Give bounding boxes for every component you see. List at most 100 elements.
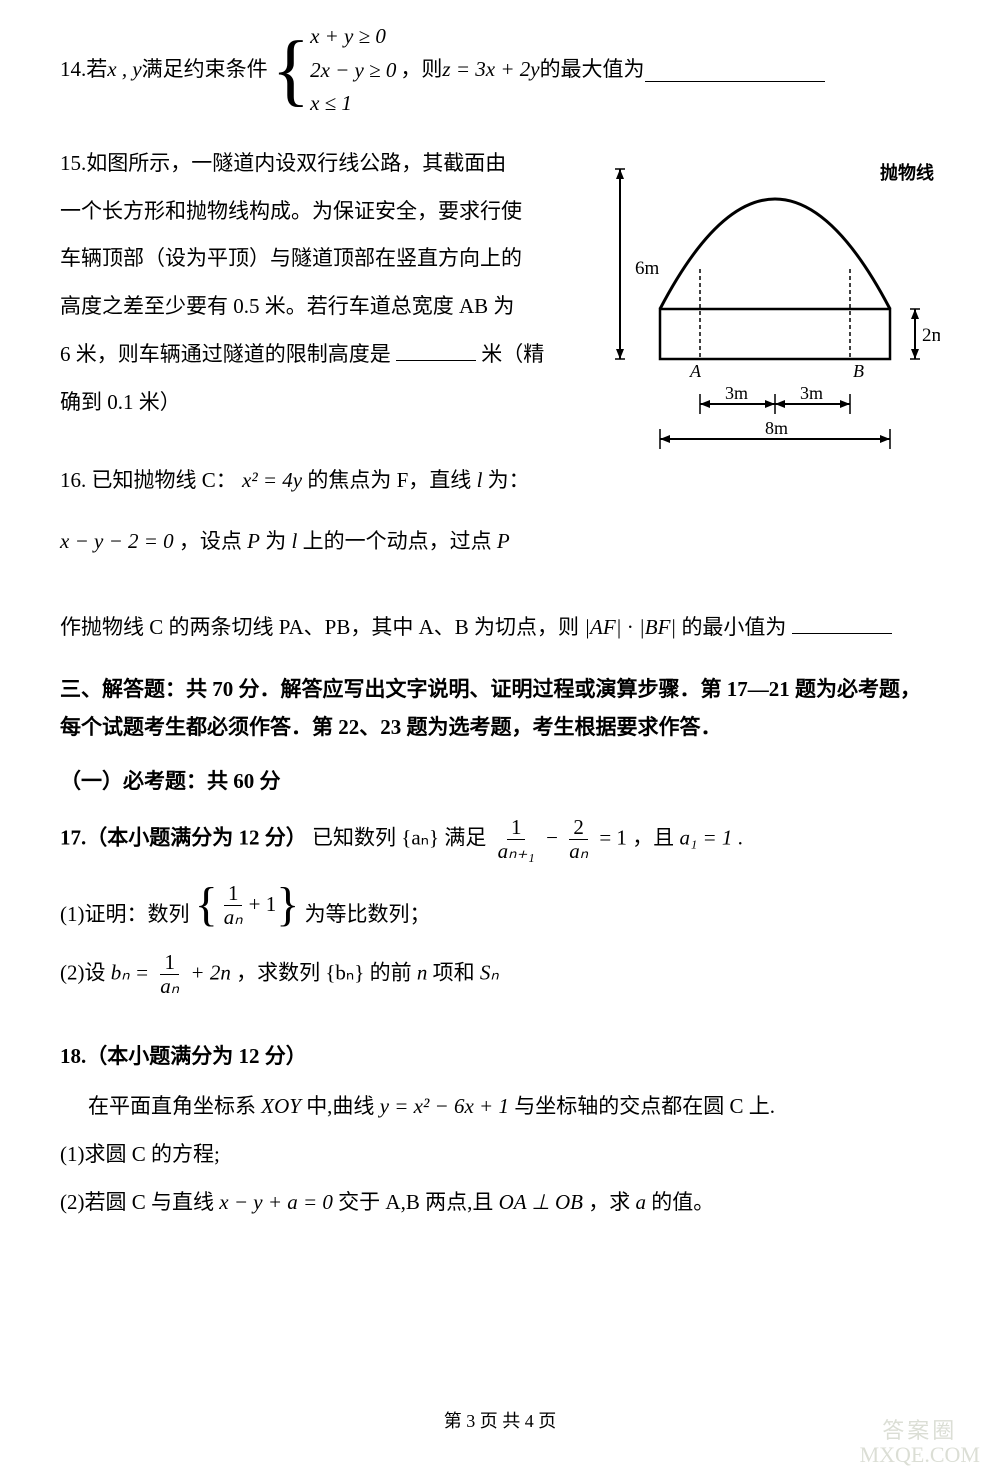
question-16-part2: 作抛物线 C 的两条切线 PA、PB，其中 A、B 为切点，则 |AF| · |… — [60, 609, 940, 647]
q17-frac1: 1 aₙ₊₁ — [494, 816, 539, 863]
q14-vars: x , y — [107, 51, 141, 89]
q14-sys3: x ≤ 1 — [310, 87, 396, 121]
q18-xoy: XOY — [261, 1094, 301, 1118]
question-17: 17.（本小题满分为 12 分） 已知数列 {aₙ} 满足 1 aₙ₊₁ − 2… — [60, 816, 940, 998]
question-15: 15.如图所示，一隧道内设双行线公路，其截面由 一个长方形和抛物线构成。为保证安… — [60, 145, 570, 585]
q16-l1: 16. 已知抛物线 C： x² = 4y 的焦点为 F，直线 l 为： — [60, 462, 570, 500]
label-6m: 6m — [635, 258, 660, 279]
q15-l1: 15.如图所示，一隧道内设双行线公路，其截面由 — [60, 145, 570, 183]
q16-l2c: 为 — [265, 529, 291, 553]
q14-system: { x + y ≥ 0 2x − y ≥ 0 x ≤ 1 — [272, 20, 397, 121]
right-curly-icon: } — [276, 888, 299, 922]
question-18: 18.（本小题满分为 12 分） 在平面直角坐标系 XOY 中,曲线 y = x… — [60, 1038, 940, 1221]
f2-num: 2 — [569, 816, 588, 840]
q17-and: ，且 — [632, 826, 679, 850]
q18-a: a — [636, 1190, 647, 1214]
q15-l6: 确到 0.1 米） — [60, 384, 570, 422]
q14-sys1: x + y ≥ 0 — [310, 20, 396, 54]
q16-dot: · — [627, 615, 634, 639]
q17-Sn: Sₙ — [480, 961, 499, 985]
q17-p2a: (2)设 — [60, 961, 111, 985]
q18-p2: (2)若圆 C 与直线 x − y + a = 0 交于 A,B 两点,且 OA… — [60, 1184, 940, 1222]
q17-end: . — [738, 826, 743, 850]
q15-l3: 车辆顶部（设为平顶）与隧道顶部在竖直方向上的 — [60, 240, 570, 278]
label-8m: 8m — [765, 418, 788, 438]
q17-p1: (1)证明：数列 { 1 aₙ + 1 } 为等比数列； — [60, 882, 940, 934]
q17-minus: − — [546, 826, 563, 850]
label-3m-a: 3m — [725, 383, 748, 403]
label-3m-b: 3m — [800, 383, 823, 403]
bn-den: aₙ — [156, 975, 183, 998]
question-16-part1: 16. 已知抛物线 C： x² = 4y 的焦点为 F，直线 l 为： x − … — [60, 462, 570, 562]
tunnel-svg: 6m 抛物线 A B 2m — [590, 149, 940, 489]
q16-l2b: ，设点 — [179, 529, 247, 553]
q15-l5b: 米（精 — [481, 342, 544, 366]
q16-l3b: 的最小值为 — [681, 615, 786, 639]
f2-den: aₙ — [565, 840, 592, 863]
q16-l2: l — [291, 529, 297, 553]
q16-P: P — [247, 529, 260, 553]
q15-l4: 高度之差至少要有 0.5 米。若行车道总宽度 AB 为 — [60, 288, 570, 326]
set-den: aₙ — [220, 906, 247, 929]
q17-bn-tail: + 2n — [190, 961, 230, 985]
label-A: A — [689, 361, 702, 381]
answer-blank[interactable] — [645, 59, 825, 82]
q17-text1: 已知数列 {aₙ} 满足 — [312, 826, 492, 850]
q16-P2: P — [497, 529, 510, 553]
q17-bn: bₙ = — [111, 961, 155, 985]
q14-sys2: 2x − y ≥ 0 — [310, 54, 396, 88]
set-num: 1 — [224, 882, 243, 906]
section-3-sub1: （一）必考题：共 60 分 — [60, 763, 940, 801]
q17-eq: = 1 — [599, 826, 627, 850]
label-B: B — [853, 361, 864, 381]
f1-den: aₙ₊₁ — [494, 840, 539, 863]
q17-p2b: ，求数列 {bₙ} 的前 — [236, 961, 417, 985]
q17-p2c: 项和 — [433, 961, 480, 985]
q15-l5: 6 米，则车辆通过隧道的限制高度是 米（精 — [60, 336, 570, 374]
question-14: 14.若 x , y 满足约束条件 { x + y ≥ 0 2x − y ≥ 0… — [60, 20, 940, 121]
answer-blank-short[interactable] — [396, 338, 476, 361]
watermark-top: 答案圈 — [860, 1419, 980, 1443]
q14-tail: 的最大值为 — [540, 51, 645, 89]
q18-l1: 在平面直角坐标系 XOY 中,曲线 y = x² − 6x + 1 与坐标轴的交… — [60, 1088, 940, 1126]
q17-header: 17.（本小题满分为 12 分） — [60, 826, 307, 850]
q18-p2c: ，求 — [588, 1190, 635, 1214]
q18-perp: OA ⊥ OB — [499, 1190, 583, 1214]
q14-mid: 满足约束条件 — [142, 51, 268, 89]
q15-l2: 一个长方形和抛物线构成。为保证安全，要求行使 — [60, 193, 570, 231]
q17-n: n — [417, 961, 428, 985]
q17-set: { 1 aₙ + 1 } — [195, 882, 300, 929]
label-2m: 2m — [922, 325, 940, 346]
q16-l1c: 为： — [488, 468, 530, 492]
bn-num: 1 — [160, 951, 179, 975]
q18-p2a: (2)若圆 C 与直线 — [60, 1190, 219, 1214]
label-parabola: 抛物线 — [880, 162, 934, 183]
q17-p2: (2)设 bₙ = 1 aₙ + 2n ，求数列 {bₙ} 的前 n 项和 Sₙ — [60, 951, 940, 998]
q14-expr: z = 3x + 2y — [442, 51, 539, 89]
q16-l2d: 上的一个动点，过点 — [303, 529, 497, 553]
q17-plus1: + 1 — [249, 886, 277, 924]
answer-blank[interactable] — [792, 611, 892, 634]
q16-l: l — [477, 468, 483, 492]
f1-num: 1 — [507, 816, 526, 840]
q15-l5a: 6 米，则车辆通过隧道的限制高度是 — [60, 342, 391, 366]
q18-line: x − y + a = 0 — [219, 1190, 333, 1214]
q16-af: |AF| — [584, 615, 621, 639]
q16-l2: x − y − 2 = 0 ，设点 P 为 l 上的一个动点，过点 P — [60, 523, 570, 561]
q18-header: 18.（本小题满分为 12 分） — [60, 1038, 940, 1076]
q18-l1b: 中,曲线 — [306, 1094, 380, 1118]
question-15-wrap: 15.如图所示，一隧道内设双行线公路，其截面由 一个长方形和抛物线构成。为保证安… — [60, 145, 940, 609]
left-curly-icon: { — [195, 888, 218, 922]
q17-set-frac: 1 aₙ — [220, 882, 247, 929]
q17-p1a: (1)证明：数列 — [60, 901, 195, 925]
q18-p2b: 交于 A,B 两点,且 — [338, 1190, 498, 1214]
q17-main: 17.（本小题满分为 12 分） 已知数列 {aₙ} 满足 1 aₙ₊₁ − 2… — [60, 816, 940, 863]
q17-p1b: 为等比数列； — [305, 901, 431, 925]
page-footer: 第 3 页 共 4 页 — [0, 1405, 1000, 1437]
watermark-bottom: MXQE.COM — [860, 1443, 980, 1467]
q16-bf: |BF| — [639, 615, 676, 639]
q14-after: ，则 — [400, 51, 442, 89]
left-brace-icon: { — [272, 34, 310, 106]
q14-prefix: 14.若 — [60, 51, 107, 89]
q18-curve: y = x² − 6x + 1 — [380, 1094, 509, 1118]
